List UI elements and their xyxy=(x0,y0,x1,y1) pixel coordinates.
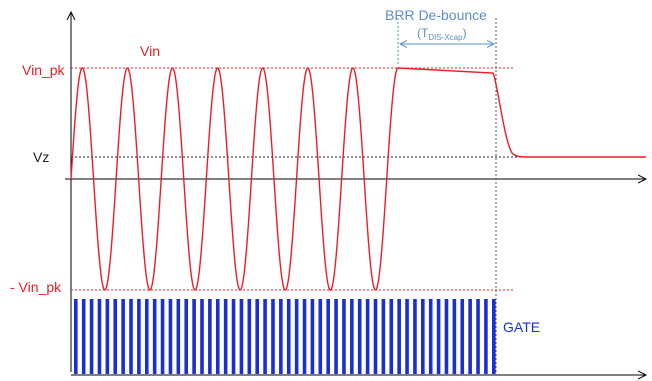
gate-pulse xyxy=(89,299,94,374)
gate-pulse xyxy=(428,299,433,374)
gate-pulse xyxy=(247,299,252,374)
gate-pulse xyxy=(468,299,472,374)
gate-pulse xyxy=(192,299,196,374)
gate-pulse xyxy=(365,299,370,374)
gate-pulse xyxy=(302,299,307,374)
gate-pulse xyxy=(239,299,244,374)
gate-pulse xyxy=(350,299,354,374)
gate-pulse xyxy=(444,299,449,374)
gate-pulse xyxy=(484,299,488,374)
gate-pulse xyxy=(492,299,496,374)
gate-pulse xyxy=(271,299,275,374)
gate-pulse xyxy=(160,299,165,374)
gate-pulse xyxy=(176,299,181,374)
gate-pulse xyxy=(318,299,323,374)
tdis-xcap-label: (TDIS-Xcap) xyxy=(417,26,467,42)
gate-pulse xyxy=(231,299,236,374)
gate-pulse xyxy=(223,299,228,374)
gate-pulse xyxy=(81,299,86,374)
gate-pulse xyxy=(381,299,386,374)
gate-pulse xyxy=(405,299,409,374)
gate-pulse xyxy=(476,299,480,374)
gate-pulse xyxy=(97,299,102,374)
neg-vin-pk-label: - Vin_pk xyxy=(10,279,62,295)
gate-pulse xyxy=(413,299,417,374)
vin-waveform xyxy=(70,67,646,291)
gate-pulse xyxy=(263,299,267,374)
gate-pulse xyxy=(460,299,465,374)
gate-pulse xyxy=(137,299,141,374)
gate-pulse xyxy=(279,299,283,374)
gate-pulse xyxy=(452,299,457,374)
gate-pulse xyxy=(184,299,189,374)
vin-pk-label: Vin_pk xyxy=(22,62,66,78)
gate-pulse xyxy=(373,299,378,374)
gate-pulse xyxy=(357,299,362,374)
gate-pulse xyxy=(113,299,118,374)
gate-pulse xyxy=(421,299,425,374)
gate-pulse xyxy=(105,299,110,374)
gate-pulse xyxy=(389,299,394,374)
gate-pulse xyxy=(436,299,441,374)
gate-pulse xyxy=(310,299,315,374)
gate-pulse xyxy=(334,299,338,374)
gate-pulse xyxy=(152,299,157,374)
gate-pulse xyxy=(255,299,259,374)
gate-pulse xyxy=(74,299,78,374)
gate-pulse xyxy=(168,299,173,374)
gate-pulse xyxy=(208,299,212,374)
gate-pulse xyxy=(286,299,291,374)
gate-pulse xyxy=(144,299,149,374)
gate-pulse xyxy=(326,299,330,374)
gate-pulse xyxy=(294,299,299,374)
gate-pulse xyxy=(215,299,220,374)
gate-pulse xyxy=(397,299,401,374)
gate-pulse xyxy=(200,299,204,374)
vin-label: Vin xyxy=(140,43,160,59)
gate-pulse xyxy=(129,299,133,374)
gate-pulse-train xyxy=(74,299,496,374)
gate-pulse xyxy=(342,299,346,374)
brr-debounce-label: BRR De-bounce xyxy=(385,7,487,23)
gate-label: GATE xyxy=(503,319,540,335)
gate-pulse xyxy=(121,299,125,374)
vz-label: Vz xyxy=(33,149,49,165)
